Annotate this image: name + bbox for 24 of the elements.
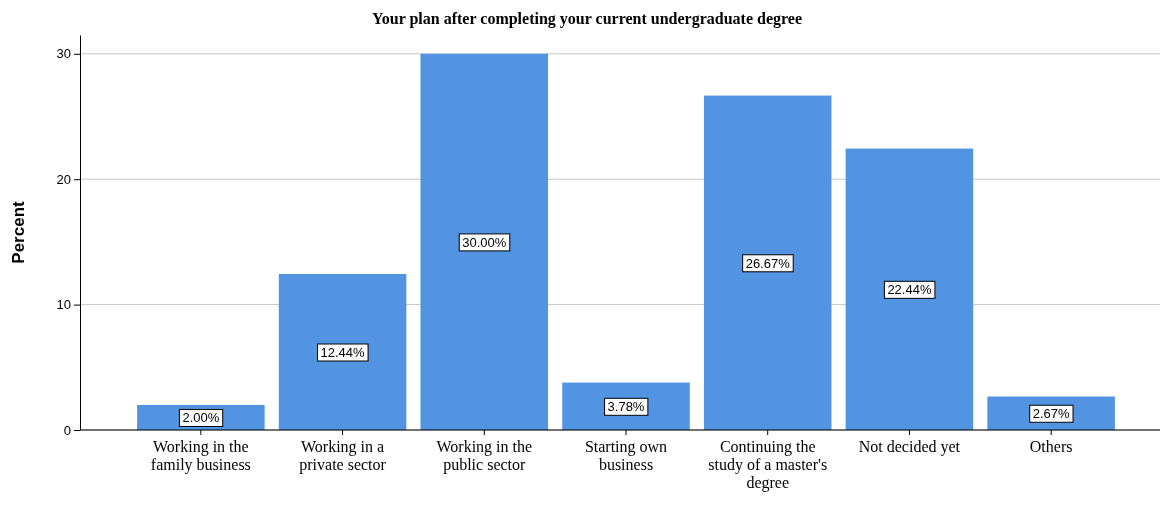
- bar: [845, 148, 974, 430]
- data-label: 22.44%: [887, 282, 932, 298]
- data-label: 2.67%: [1032, 406, 1071, 422]
- data-label: 26.67%: [745, 255, 791, 271]
- y-axis-title: Percent: [9, 200, 28, 264]
- data-label: 2.00%: [182, 410, 220, 426]
- x-tick-label: Working in a private sector: [299, 438, 387, 474]
- x-tick-label: Working in the public sector: [436, 438, 533, 474]
- x-tick-label: Working in the family business: [150, 438, 251, 474]
- y-tick-label: 10: [56, 297, 71, 313]
- x-tick-label: Others: [1029, 438, 1073, 455]
- y-tick-label: 0: [63, 422, 71, 438]
- y-tick-label: 20: [56, 171, 71, 187]
- x-tick-label: Starting own business: [584, 438, 668, 473]
- data-label: 30.00%: [462, 234, 507, 250]
- x-tick-label: Not decided yet: [858, 438, 961, 456]
- x-tick-label: Continuing the study of a master's degree: [708, 438, 828, 492]
- data-label: 12.44%: [320, 345, 366, 360]
- bar: [278, 274, 407, 430]
- y-tick-label: 30: [56, 46, 71, 62]
- data-label: 3.78%: [607, 399, 645, 415]
- bar: [703, 95, 832, 430]
- chart-title: Your plan after completing your current undergraduate degree: [371, 10, 803, 28]
- bar: [420, 53, 549, 430]
